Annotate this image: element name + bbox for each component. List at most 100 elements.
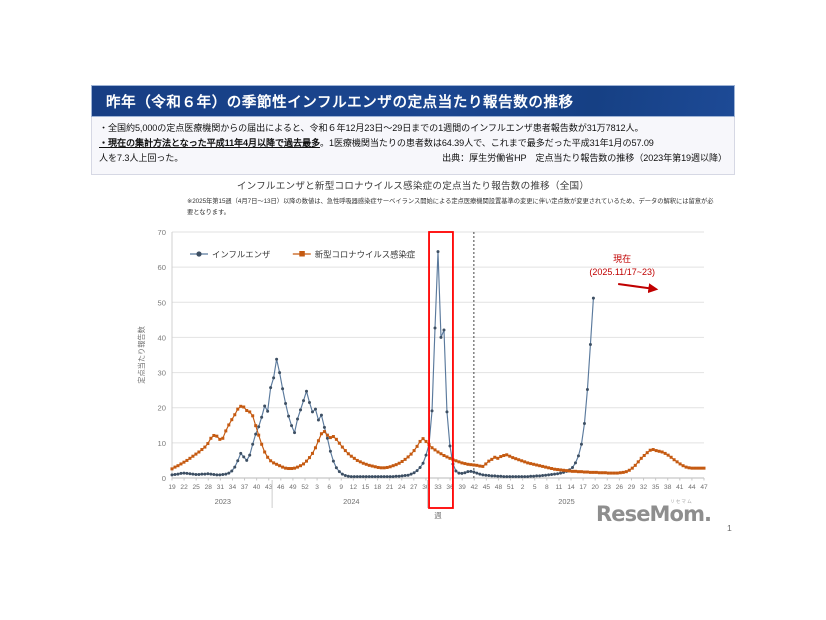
data-point [496, 456, 500, 460]
data-point [394, 474, 398, 478]
data-point [684, 465, 688, 469]
data-point [260, 442, 264, 446]
data-point [511, 456, 515, 460]
x-axis-tick-label: 49 [289, 484, 297, 491]
data-point [257, 433, 261, 437]
x-axis-tick-label: 48 [495, 484, 503, 491]
data-point [325, 436, 329, 440]
y-axis-tick-label: 20 [158, 404, 166, 413]
data-point [304, 389, 308, 393]
x-axis-tick-label: 25 [193, 484, 201, 491]
data-point [391, 464, 395, 468]
data-point [508, 454, 512, 458]
data-point [487, 474, 491, 478]
data-point [209, 472, 213, 476]
data-point [236, 407, 240, 411]
x-axis-tick-label: 14 [567, 484, 575, 491]
year-label: 2023 [215, 497, 231, 506]
data-point [663, 451, 667, 455]
x-axis-tick-label: 9 [339, 484, 343, 491]
data-point [170, 473, 174, 477]
data-point [212, 472, 216, 476]
data-point [582, 470, 586, 474]
data-point [678, 462, 682, 466]
data-point [654, 449, 658, 453]
data-point [215, 473, 219, 477]
data-point [442, 328, 446, 332]
annotation-line-2: (2025.11/17~23) [589, 267, 655, 277]
data-point [188, 472, 192, 476]
data-point [415, 444, 419, 448]
y-axis-tick-label: 50 [158, 298, 166, 307]
data-point [293, 431, 297, 435]
data-point [212, 433, 216, 437]
data-point [358, 460, 362, 464]
data-point [699, 466, 703, 470]
data-point [457, 460, 461, 464]
data-point [636, 460, 640, 464]
data-point [370, 475, 374, 479]
data-point [245, 458, 249, 462]
x-axis-tick-label: 37 [241, 484, 249, 491]
data-point [394, 463, 398, 467]
data-point [687, 466, 691, 470]
data-point [523, 475, 527, 479]
summary-box: ・全国約5,000の定点医療機関からの届出によると、令和６年12月23日～29日… [91, 117, 735, 175]
chart-legend: インフルエンザ 新型コロナウイルス感染症 [190, 250, 416, 260]
data-point [373, 475, 377, 479]
data-point [514, 475, 518, 479]
data-point [529, 474, 533, 478]
x-axis-tick-label: 35 [652, 484, 660, 491]
data-point [173, 472, 177, 476]
y-axis-tick-label: 30 [158, 369, 166, 378]
x-axis-tick-label: 21 [386, 484, 394, 491]
page-title: 昨年（令和６年）の季節性インフルエンザの定点当たり報告数の推移 [106, 94, 574, 111]
chart-container: 0 10 20 30 40 50 60 70 定点当たり報告数 19 22 25 28 31 34 37 40 4… [130, 226, 720, 526]
data-point [275, 357, 279, 361]
data-point [224, 429, 228, 433]
source-citation: 出典：厚生労働省HP 定点当たり報告数の推移（2023年第19週以降） [442, 153, 727, 163]
slide-header-band: 昨年（令和６年）の季節性インフルエンザの定点当たり報告数の推移 [91, 85, 735, 117]
data-point [376, 475, 380, 479]
x-axis-tick-label: 12 [350, 484, 358, 491]
chart-note: ※2025年第15週（4月7日～13日）以降の数値は、急性呼吸器感染症サーベイラ… [187, 198, 714, 216]
data-point [173, 465, 177, 469]
data-point [597, 471, 601, 475]
data-point [430, 446, 434, 450]
y-axis-tick-label: 10 [158, 439, 166, 448]
data-point [475, 463, 479, 467]
data-point [188, 456, 192, 460]
data-point [570, 469, 574, 473]
data-point [472, 463, 476, 467]
year-label: 2025 [558, 497, 574, 506]
data-point [562, 468, 566, 472]
data-point [559, 468, 563, 472]
data-point [248, 410, 252, 414]
data-point [588, 470, 592, 474]
data-point [696, 466, 700, 470]
data-point [197, 472, 201, 476]
data-point [448, 456, 452, 460]
data-point [535, 463, 539, 467]
data-point [412, 449, 416, 453]
summary-bullet-3: 人を7.3人上回った。 [99, 153, 184, 163]
data-point [290, 467, 294, 471]
data-point [502, 475, 506, 479]
data-point [400, 459, 404, 463]
data-point [194, 472, 198, 476]
data-point [499, 455, 503, 459]
x-axis-tick-label: 34 [229, 484, 237, 491]
data-point [544, 465, 548, 469]
data-point [579, 442, 583, 446]
data-point [541, 474, 545, 478]
data-point [334, 466, 338, 470]
data-point [224, 472, 228, 476]
data-point [639, 456, 643, 460]
data-point [550, 467, 554, 471]
data-point [621, 470, 625, 474]
data-point [702, 466, 706, 470]
data-point [316, 418, 320, 422]
data-point [436, 450, 440, 454]
y-axis-tick-label: 70 [158, 228, 166, 237]
data-point [310, 410, 314, 414]
